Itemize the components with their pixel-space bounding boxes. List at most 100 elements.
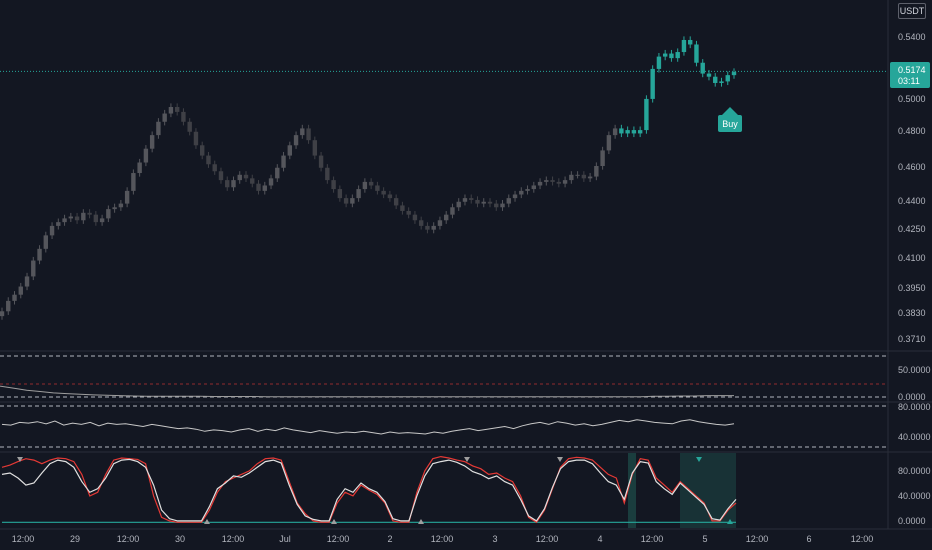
- candle: [81, 212, 86, 221]
- up-triangle-icon: [727, 519, 733, 524]
- candle: [262, 185, 267, 191]
- candle: [675, 52, 680, 59]
- candle: [469, 198, 474, 200]
- candle: [131, 173, 136, 191]
- candle: [393, 198, 399, 206]
- candle: [606, 135, 612, 151]
- candle: [106, 209, 111, 219]
- up-triangle-icon: [418, 519, 424, 524]
- candle: [525, 189, 530, 191]
- candle: [0, 311, 5, 317]
- time-tick: 12:00: [117, 534, 140, 544]
- time-tick: 29: [70, 534, 80, 544]
- pane1-tick: 50.0000: [898, 365, 931, 375]
- candle: [31, 260, 36, 277]
- candle: [400, 205, 405, 211]
- candle: [387, 194, 393, 199]
- candle: [331, 180, 336, 190]
- price-tick: 0.5000: [898, 94, 926, 104]
- candle: [512, 194, 518, 199]
- candle: [644, 98, 649, 131]
- price-tick: 0.5400: [898, 32, 926, 42]
- candle: [562, 180, 568, 184]
- price-tick: 0.4600: [898, 162, 926, 172]
- candle: [381, 190, 386, 195]
- candle: [650, 68, 655, 99]
- current-price-value: 0.5174: [898, 65, 926, 75]
- candle: [450, 207, 455, 215]
- candle: [93, 214, 99, 223]
- candle: [293, 135, 299, 146]
- time-tick: 12:00: [536, 534, 559, 544]
- candle: [256, 183, 261, 191]
- candle: [275, 167, 280, 179]
- current-price-badge: [890, 62, 930, 88]
- candle: [43, 235, 48, 249]
- time-tick: 2: [387, 534, 392, 544]
- candle: [637, 130, 643, 134]
- time-tick: 3: [492, 534, 497, 544]
- candle: [625, 130, 630, 134]
- time-tick: 12:00: [851, 534, 874, 544]
- candle: [300, 128, 305, 136]
- candle: [431, 225, 436, 230]
- candle: [456, 201, 461, 208]
- price-axis[interactable]: 0.5400 0.5000 0.4800 0.4600 0.4400 0.425…: [890, 32, 930, 344]
- candle: [581, 174, 587, 179]
- candle: [694, 44, 699, 63]
- candle: [500, 203, 505, 208]
- candle: [412, 214, 418, 221]
- candle: [600, 150, 605, 167]
- time-axis[interactable]: 12:00 29 12:00 30 12:00 Jul 12:00 2 12:0…: [12, 534, 874, 544]
- candle: [575, 174, 580, 176]
- candle: [343, 198, 349, 204]
- time-tick: 12:00: [327, 534, 350, 544]
- candle: [706, 73, 712, 77]
- pane1-indicator-line: [0, 385, 734, 398]
- price-tick: 0.4100: [898, 253, 926, 263]
- candle: [187, 121, 192, 132]
- pane1-axis: 50.0000 0.0000: [898, 365, 931, 402]
- time-tick: 12:00: [12, 534, 35, 544]
- candle: [594, 166, 599, 177]
- time-tick: 30: [175, 534, 185, 544]
- candle: [281, 155, 286, 168]
- buy-signal[interactable]: Buy: [718, 107, 742, 132]
- up-triangle-icon: [204, 519, 210, 524]
- candle: [243, 174, 249, 179]
- candle: [368, 181, 374, 186]
- pane3-signal-markers: [17, 457, 733, 524]
- currency-label[interactable]: USDT: [898, 3, 926, 19]
- price-candles: [0, 36, 737, 320]
- down-triangle-icon: [17, 457, 23, 462]
- buy-label: Buy: [722, 119, 738, 129]
- pane2-indicator-line: [1, 419, 735, 435]
- candle: [362, 181, 368, 190]
- candle: [494, 203, 499, 208]
- candle: [713, 76, 718, 83]
- candle: [156, 121, 161, 136]
- candle: [112, 207, 117, 210]
- candle: [544, 180, 549, 182]
- candle: [537, 181, 543, 186]
- candle: [725, 75, 730, 82]
- candle: [612, 128, 618, 136]
- price-tick: 0.3830: [898, 308, 926, 318]
- candle: [206, 155, 211, 165]
- candle: [24, 276, 30, 287]
- pane1-tick: 0.0000: [898, 392, 926, 402]
- candle: [356, 189, 361, 199]
- time-tick: 12:00: [746, 534, 769, 544]
- candle: [18, 286, 23, 295]
- candle: [318, 155, 324, 168]
- candle: [325, 167, 330, 181]
- candle: [231, 180, 236, 188]
- pane3-tick: 0.0000: [898, 516, 926, 526]
- candle: [487, 201, 493, 204]
- pane3-tick: 40.0000: [898, 491, 931, 501]
- candle: [99, 218, 105, 223]
- candle: [550, 180, 555, 182]
- candle: [406, 210, 411, 215]
- candle: [662, 53, 668, 57]
